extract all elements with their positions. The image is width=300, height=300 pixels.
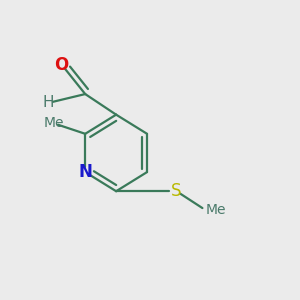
Text: N: N xyxy=(78,163,92,181)
Text: H: H xyxy=(43,95,54,110)
Text: S: S xyxy=(171,182,182,200)
Text: Me: Me xyxy=(44,116,64,130)
Text: Me: Me xyxy=(206,203,226,218)
Text: O: O xyxy=(55,56,69,74)
